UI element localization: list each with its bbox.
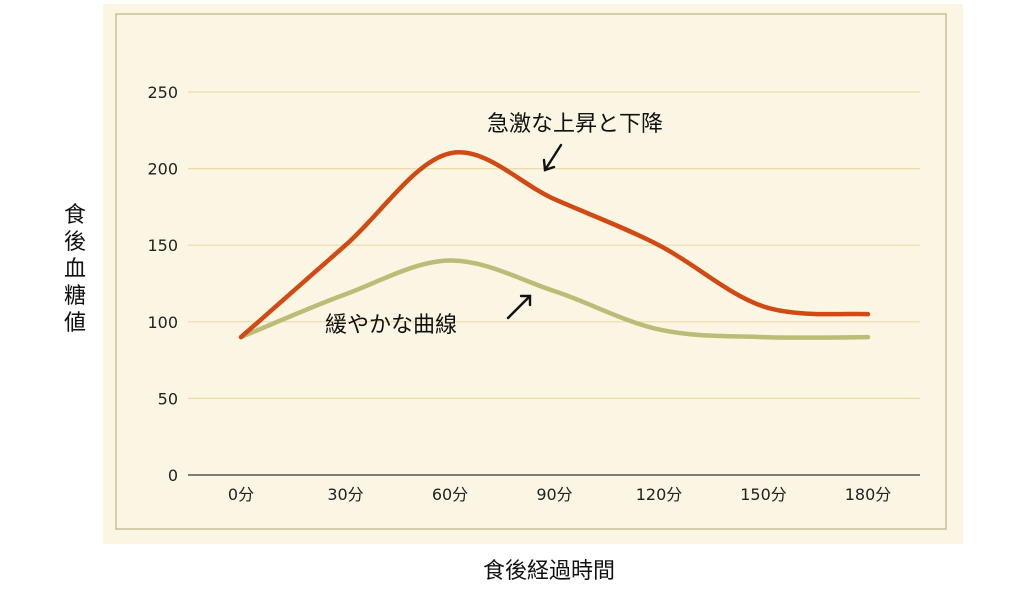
y-tick-label: 0 [168, 466, 178, 485]
y-tick-label: 50 [158, 389, 178, 408]
annotation-gentle: 緩やかな曲線 [325, 313, 457, 338]
series-line-1 [238, 258, 871, 340]
y-tick-labels: 0 50 100 150 200 250 [147, 83, 178, 485]
plot-panel [115, 13, 947, 530]
y-axis-title: 食後血糖値 [64, 203, 86, 336]
x-tick-labels: 0分 30分 60分 90分 120分 150分 180分 [228, 485, 891, 504]
annotation-steep: 急激な上昇と下降 [487, 112, 663, 137]
chart-frame [103, 4, 963, 544]
x-tick-label: 150分 [740, 485, 787, 504]
x-tick-label: 180分 [845, 485, 892, 504]
annotation-gentle-arrow [506, 294, 532, 320]
grid-lines [188, 91, 920, 399]
y-tick-label: 200 [147, 160, 178, 179]
x-tick-label: 120分 [636, 485, 683, 504]
series-lines [238, 150, 871, 340]
x-tick-label: 60分 [432, 485, 468, 504]
series-line-0 [238, 150, 871, 340]
y-tick-label: 250 [147, 83, 178, 102]
annotation-steep-arrow [542, 143, 563, 172]
y-tick-label: 150 [147, 236, 178, 255]
x-tick-label: 0分 [228, 485, 254, 504]
x-axis-title: 食後経過時間 [483, 559, 615, 584]
x-tick-label: 90分 [536, 485, 572, 504]
y-tick-label: 100 [147, 313, 178, 332]
x-tick-label: 30分 [327, 485, 363, 504]
